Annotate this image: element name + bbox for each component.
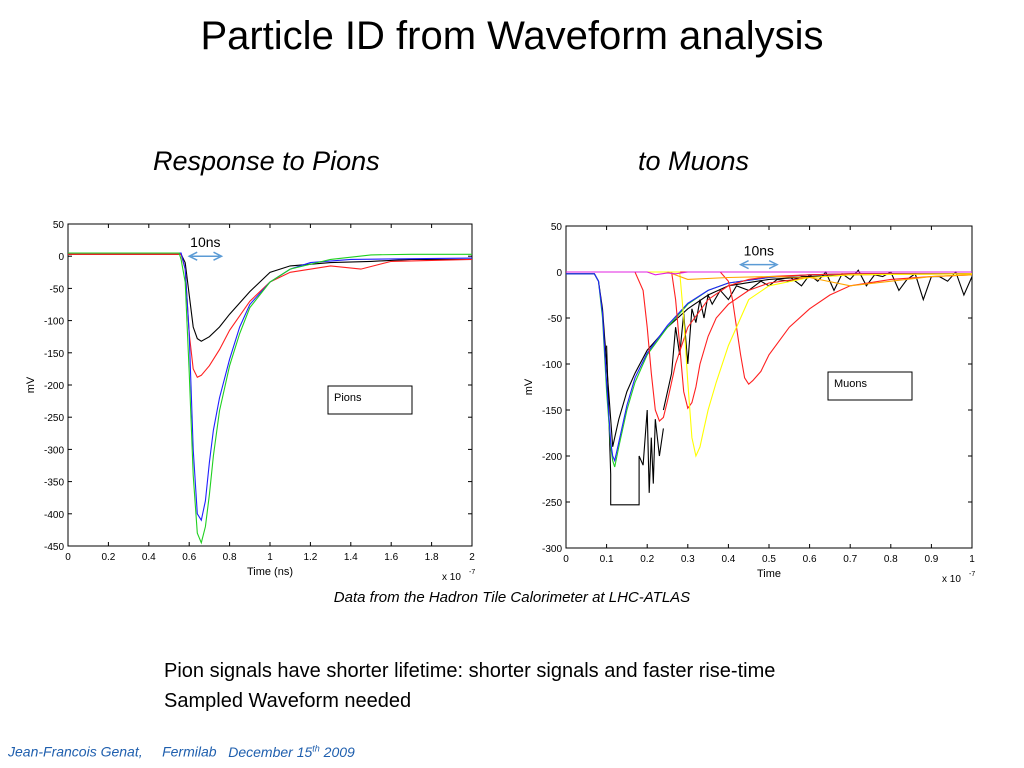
footer: Jean-Francois Genat, Fermilab December 1…: [8, 743, 355, 760]
x-tick-label: 0.8: [884, 554, 898, 565]
legend-box: [827, 371, 913, 401]
y-tick-label: -400: [44, 510, 64, 521]
plot-area: [67, 223, 473, 547]
x-tick-label: 0.2: [101, 552, 115, 563]
y-tick-label: 50: [53, 220, 65, 231]
waveform-series-3: [788, 269, 972, 302]
y-tick-label: -300: [542, 544, 562, 555]
y-tick-label: -100: [542, 360, 562, 371]
footer-date: December 15th 2009: [228, 743, 355, 760]
slide-title: Particle ID from Waveform analysis: [200, 14, 824, 58]
annotation-arrowhead-left: [187, 251, 198, 261]
y-tick-label: -150: [44, 349, 64, 360]
y-tick-label: -250: [44, 413, 64, 424]
x-tick-label: 0.8: [223, 552, 237, 563]
y-tick-label: -300: [44, 445, 64, 456]
data-source-caption: Data from the Hadron Tile Calorimeter at…: [333, 589, 691, 606]
bullet-list: Pion signals have shorter lifetime: shor…: [164, 656, 775, 716]
waveform-series-0: [68, 253, 472, 342]
x-tick-label: 1.2: [303, 552, 317, 563]
x-tick-label: 0.4: [721, 554, 735, 565]
y-axis-label: mV: [25, 376, 37, 393]
subtitle-pions: Response to Pions: [153, 146, 380, 176]
bullet-item: Pion signals have shorter lifetime: shor…: [164, 660, 776, 682]
x-tick-label: 1.4: [344, 552, 358, 563]
waveform-series-9: [566, 271, 972, 458]
y-tick-label: -200: [542, 452, 562, 463]
x-tick-label: 1.6: [384, 552, 398, 563]
y-tick-label: 0: [556, 268, 562, 279]
series-group: [566, 269, 972, 506]
x-multiplier: x 10: [942, 574, 961, 585]
annotation-label: 10ns: [744, 243, 774, 259]
y-tick-label: -50: [50, 284, 65, 295]
x-tick-label: 0.5: [762, 554, 776, 565]
x-tick-label: 0.1: [600, 554, 614, 565]
annotation-arrowhead-left: [738, 259, 749, 270]
x-tick-label: 0: [563, 554, 569, 565]
y-axis-label: mV: [523, 378, 535, 395]
series-group: [68, 252, 472, 545]
waveform-series-7: [566, 271, 972, 410]
waveform-series-5: [566, 273, 972, 463]
bullet-item: Sampled Waveform needed: [164, 690, 412, 712]
y-tick-label: 50: [551, 222, 563, 233]
footer-author: Jean-Francois Genat,: [8, 743, 143, 760]
x-tick-label: 1.8: [425, 552, 439, 563]
x-tick-label: 0.6: [182, 552, 196, 563]
x-tick-label: 0: [65, 552, 71, 563]
muon-waveform-chart: 0 0.1 0.2 0.3 0.4 0.5 0.6 0.7 0.8 0.9 1 50 0 -50 -100 -…: [523, 222, 975, 585]
y-tick-label: -250: [542, 498, 562, 509]
y-tick-label: 0: [58, 252, 64, 263]
x-multiplier: x 10: [442, 572, 461, 583]
x-tick-label: 0.6: [803, 554, 817, 565]
y-tick-label: -100: [44, 317, 64, 328]
x-tick-label: 0.7: [843, 554, 857, 565]
x-tick-label: 1: [267, 552, 273, 563]
x-tick-label: 1: [969, 554, 975, 565]
x-tick-label: 0.4: [142, 552, 156, 563]
waveform-series-11: [566, 271, 972, 276]
x-multiplier-exponent: -7: [469, 569, 475, 576]
x-tick-label: 0.2: [640, 554, 654, 565]
footer-lab: Fermilab: [162, 743, 217, 760]
x-axis-label: Time (ns): [247, 566, 293, 578]
x-tick-label: 2: [469, 552, 475, 563]
y-tick-label: -150: [542, 406, 562, 417]
subtitle-muons: to Muons: [638, 146, 750, 176]
y-tick-label: -200: [44, 381, 64, 392]
legend-box: [327, 385, 413, 415]
legend-label: Muons: [834, 378, 868, 390]
x-tick-label: 0.9: [924, 554, 938, 565]
annotation-label: 10ns: [190, 234, 220, 250]
waveform-series-10: [667, 271, 972, 287]
y-tick-label: -350: [44, 478, 64, 489]
waveform-series-3: [68, 252, 472, 545]
annotation-arrowhead-right: [768, 259, 779, 270]
x-multiplier-exponent: -7: [969, 571, 975, 578]
waveform-series-1: [606, 345, 664, 506]
legend-label: Pions: [334, 392, 362, 404]
annotation-arrowhead-right: [213, 251, 224, 261]
x-axis-label: Time: [757, 568, 781, 580]
y-tick-label: -450: [44, 542, 64, 553]
y-tick-label: -50: [548, 314, 563, 325]
pion-waveform-chart: 0 0.2 0.4 0.6 0.8 1 1.2 1.4 1.6 1.8 2 50 0 -50 -100 -15…: [25, 220, 475, 583]
x-tick-label: 0.3: [681, 554, 695, 565]
